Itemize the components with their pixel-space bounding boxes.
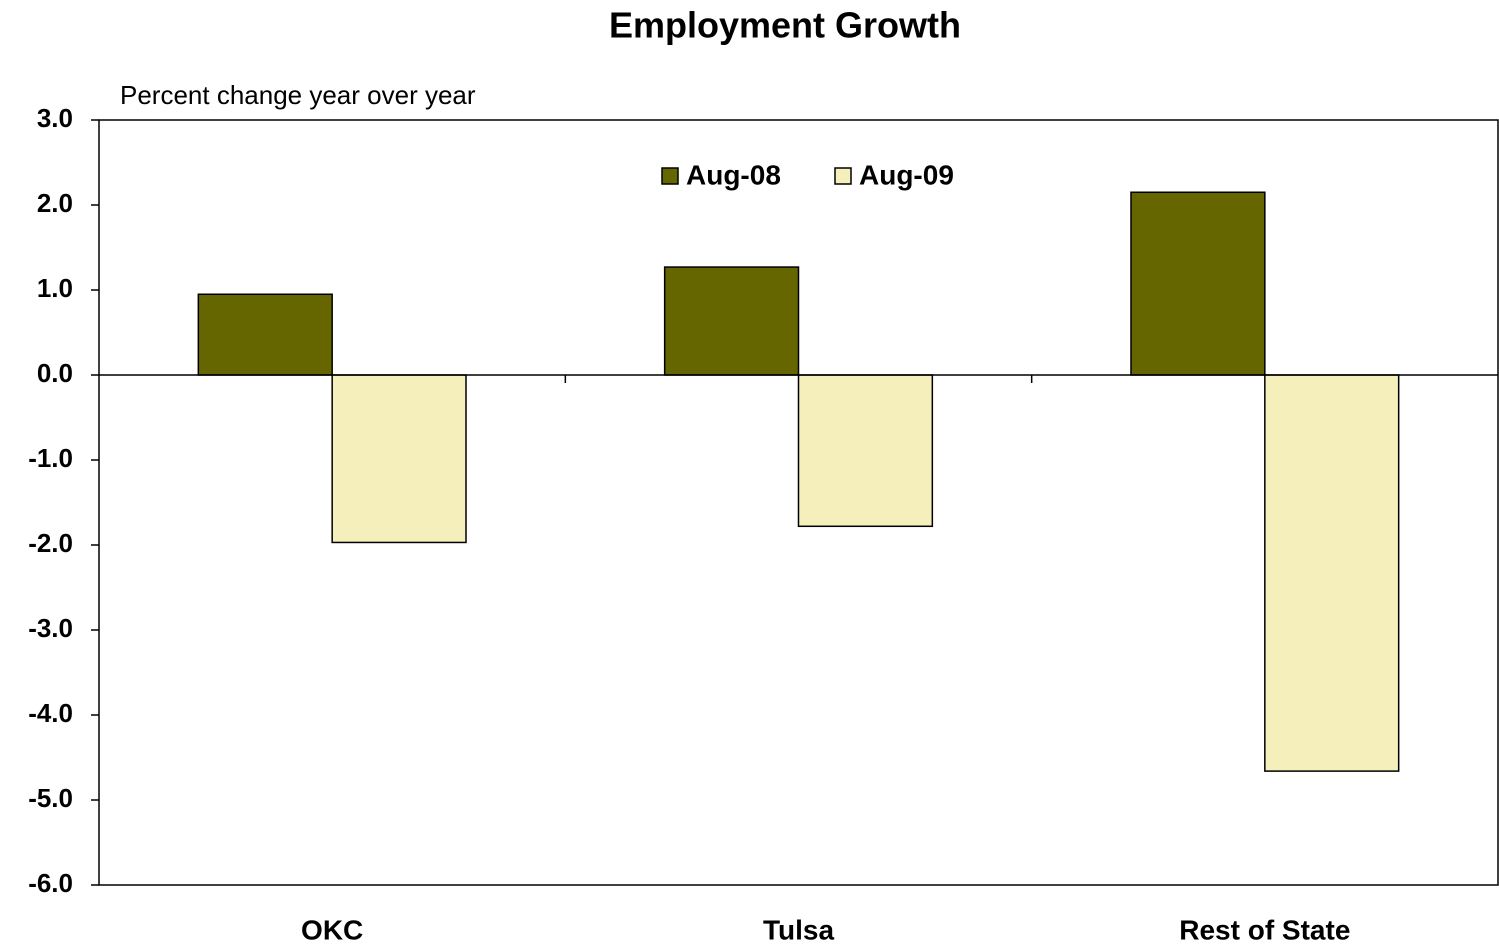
- y-tick-label: -6.0: [28, 868, 73, 898]
- y-tick-label: -5.0: [28, 783, 73, 813]
- y-tick-label: 0.0: [37, 358, 73, 388]
- x-tick-label: OKC: [301, 914, 363, 945]
- legend-label: Aug-08: [686, 159, 781, 190]
- y-tick-label: -1.0: [28, 443, 73, 473]
- chart-title: Employment Growth: [609, 5, 961, 46]
- bar: [197, 293, 333, 376]
- bar: [331, 374, 467, 544]
- y-axis-label: Percent change year over year: [120, 80, 476, 110]
- legend-swatch: [661, 167, 679, 185]
- x-tick-label: Rest of State: [1179, 914, 1350, 945]
- bar: [797, 374, 934, 528]
- bar: [1264, 374, 1400, 772]
- legend-label: Aug-09: [859, 159, 954, 190]
- bar: [663, 266, 800, 376]
- bar: [1130, 191, 1266, 376]
- y-tick-label: -4.0: [28, 698, 73, 728]
- y-tick-label: 3.0: [37, 103, 73, 133]
- y-tick-label: -3.0: [28, 613, 73, 643]
- plot-frame: [98, 119, 1499, 886]
- y-tick-label: -2.0: [28, 528, 73, 558]
- y-tick-label: 1.0: [37, 273, 73, 303]
- legend-swatch: [834, 167, 852, 185]
- x-tick-label: Tulsa: [763, 914, 834, 945]
- y-tick-label: 2.0: [37, 188, 73, 218]
